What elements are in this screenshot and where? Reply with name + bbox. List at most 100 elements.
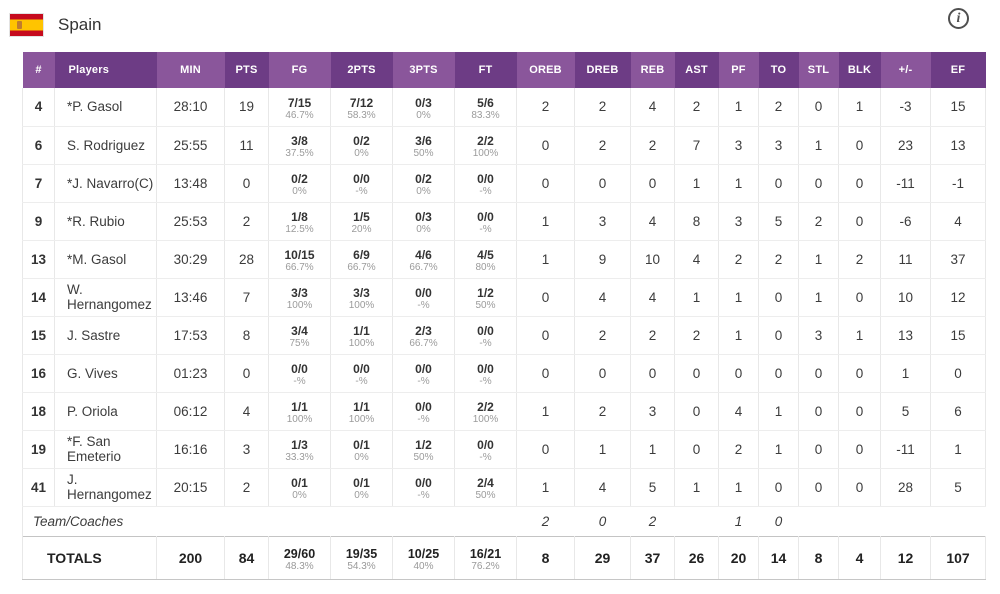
cell-ft bbox=[454, 506, 517, 536]
cell-fg: 7/15 46.7% bbox=[268, 88, 331, 127]
cell-stl: 0 bbox=[798, 164, 839, 203]
cell-player-name: G. Vives bbox=[54, 354, 157, 393]
header-row: # Players MIN PTS FG 2PTS 3PTS FT OREB D… bbox=[22, 52, 986, 88]
2pts-made-attempted: 19/35 bbox=[345, 547, 378, 561]
col-pts: PTS bbox=[224, 52, 269, 88]
col-blk: BLK bbox=[838, 52, 881, 88]
cell-fg: 3/3 100% bbox=[268, 278, 331, 317]
cell-oreb: 1 bbox=[516, 468, 575, 507]
cell-plus-minus: 13 bbox=[880, 316, 931, 355]
cell-points: 19 bbox=[224, 88, 269, 127]
cell-oreb: 0 bbox=[516, 430, 575, 469]
cell-fg: 10/15 66.7% bbox=[268, 240, 331, 279]
cell-ast: 1 bbox=[674, 468, 719, 507]
cell-reb: 4 bbox=[630, 278, 675, 317]
cell-minutes: 06:12 bbox=[156, 392, 225, 431]
cell-2pts: 6/9 66.7% bbox=[330, 240, 393, 279]
cell-3pts: 0/3 0% bbox=[392, 202, 455, 241]
cell-3pts: 0/0 -% bbox=[392, 354, 455, 393]
cell-pf: 3 bbox=[718, 202, 759, 241]
fg-percentage: 48.3% bbox=[285, 561, 314, 572]
cell-ast: 7 bbox=[674, 126, 719, 165]
cell-player-name: *R. Rubio bbox=[54, 202, 157, 241]
cell-ef: 107 bbox=[930, 535, 986, 580]
cell-ft: 1/2 50% bbox=[454, 278, 517, 317]
col-plus-minus: +/- bbox=[880, 52, 931, 88]
cell-to: 0 bbox=[758, 164, 799, 203]
totals-row: TOTALS 200 84 29/60 48.3% 19/35 54.3% 10… bbox=[22, 535, 986, 580]
cell-minutes: 16:16 bbox=[156, 430, 225, 469]
cell-reb: 0 bbox=[630, 354, 675, 393]
col-oreb: OREB bbox=[516, 52, 575, 88]
fg-made-attempted: 29/60 bbox=[283, 547, 316, 561]
cell-to: 1 bbox=[758, 430, 799, 469]
cell-2pts: 19/35 54.3% bbox=[330, 535, 393, 580]
cell-oreb: 1 bbox=[516, 392, 575, 431]
cell-3pts: 0/0 -% bbox=[392, 468, 455, 507]
cell-stl: 0 bbox=[798, 88, 839, 127]
cell-to: 14 bbox=[758, 535, 799, 580]
col-fg: FG bbox=[268, 52, 331, 88]
totals-body: TOTALS 200 84 29/60 48.3% 19/35 54.3% 10… bbox=[22, 535, 986, 580]
cell-jersey-number: 41 bbox=[22, 468, 55, 507]
player-row: 19 *F. San Emeterio 16:16 3 1/3 33.3% 0/1 0% 1/2… bbox=[22, 430, 986, 469]
cell-3pts: 4/6 66.7% bbox=[392, 240, 455, 279]
cell-reb: 10 bbox=[630, 240, 675, 279]
cell-points: 0 bbox=[224, 164, 269, 203]
cell-minutes: 20:15 bbox=[156, 468, 225, 507]
cell-jersey-number: 13 bbox=[22, 240, 55, 279]
cell-blk: 1 bbox=[838, 316, 881, 355]
cell-jersey-number: 7 bbox=[22, 164, 55, 203]
col-ef: EF bbox=[930, 52, 986, 88]
info-icon[interactable]: i bbox=[948, 8, 969, 29]
cell-ft: 0/0 -% bbox=[454, 430, 517, 469]
cell-to: 0 bbox=[758, 316, 799, 355]
cell-jersey-number: 4 bbox=[22, 88, 55, 127]
cell-stl: 2 bbox=[798, 202, 839, 241]
boxscore-table: # Players MIN PTS FG 2PTS 3PTS FT OREB D… bbox=[22, 52, 986, 580]
cell-dreb: 2 bbox=[574, 316, 631, 355]
cell-ft: 0/0 -% bbox=[454, 164, 517, 203]
3pts-made-attempted: 10/25 bbox=[407, 547, 440, 561]
col-ft: FT bbox=[454, 52, 517, 88]
ft-percentage: 76.2% bbox=[471, 561, 500, 572]
cell-fg: 3/8 37.5% bbox=[268, 126, 331, 165]
player-row: 41 J. Hernangomez 20:15 2 0/1 0% 0/1 0% 0/0 -% 2/4… bbox=[22, 468, 986, 507]
cell-ef: 37 bbox=[930, 240, 986, 279]
cell-reb: 5 bbox=[630, 468, 675, 507]
cell-ast: 2 bbox=[674, 88, 719, 127]
cell-pf: 1 bbox=[718, 88, 759, 127]
cell-stl: 3 bbox=[798, 316, 839, 355]
cell-fg: 29/60 48.3% bbox=[268, 535, 331, 580]
cell-blk: 4 bbox=[838, 535, 881, 580]
cell-fg: 0/1 0% bbox=[268, 468, 331, 507]
cell-reb: 1 bbox=[630, 430, 675, 469]
cell-jersey-number: 16 bbox=[22, 354, 55, 393]
cell-ast: 4 bbox=[674, 240, 719, 279]
cell-plus-minus bbox=[880, 506, 931, 536]
cell-player-name: W. Hernangomez bbox=[54, 278, 157, 317]
3pts-percentage: 40% bbox=[413, 561, 434, 572]
cell-stl: 0 bbox=[798, 468, 839, 507]
cell-pf: 1 bbox=[718, 278, 759, 317]
cell-ft: 2/2 100% bbox=[454, 392, 517, 431]
cell-minutes: 13:46 bbox=[156, 278, 225, 317]
cell-ft: 2/4 50% bbox=[454, 468, 517, 507]
cell-3pts: 10/25 40% bbox=[392, 535, 455, 580]
cell-oreb: 0 bbox=[516, 316, 575, 355]
cell-ast: 1 bbox=[674, 164, 719, 203]
cell-to: 0 bbox=[758, 278, 799, 317]
player-row: 15 J. Sastre 17:53 8 3/4 75% 1/1 100% 2/3 66.7% 0/… bbox=[22, 316, 986, 355]
cell-stl: 1 bbox=[798, 240, 839, 279]
cell-min: 200 bbox=[156, 535, 225, 580]
cell-ft: 0/0 -% bbox=[454, 316, 517, 355]
cell-blk: 2 bbox=[838, 240, 881, 279]
cell-plus-minus: -11 bbox=[880, 164, 931, 203]
cell-points: 28 bbox=[224, 240, 269, 279]
player-row: 18 P. Oriola 06:12 4 1/1 100% 1/1 100% 0/0 -% 2/2 1… bbox=[22, 392, 986, 431]
cell-stl: 0 bbox=[798, 354, 839, 393]
cell-ast: 26 bbox=[674, 535, 719, 580]
cell-pf: 2 bbox=[718, 430, 759, 469]
cell-ft: 0/0 -% bbox=[454, 354, 517, 393]
cell-player-name: J. Hernangomez bbox=[54, 468, 157, 507]
